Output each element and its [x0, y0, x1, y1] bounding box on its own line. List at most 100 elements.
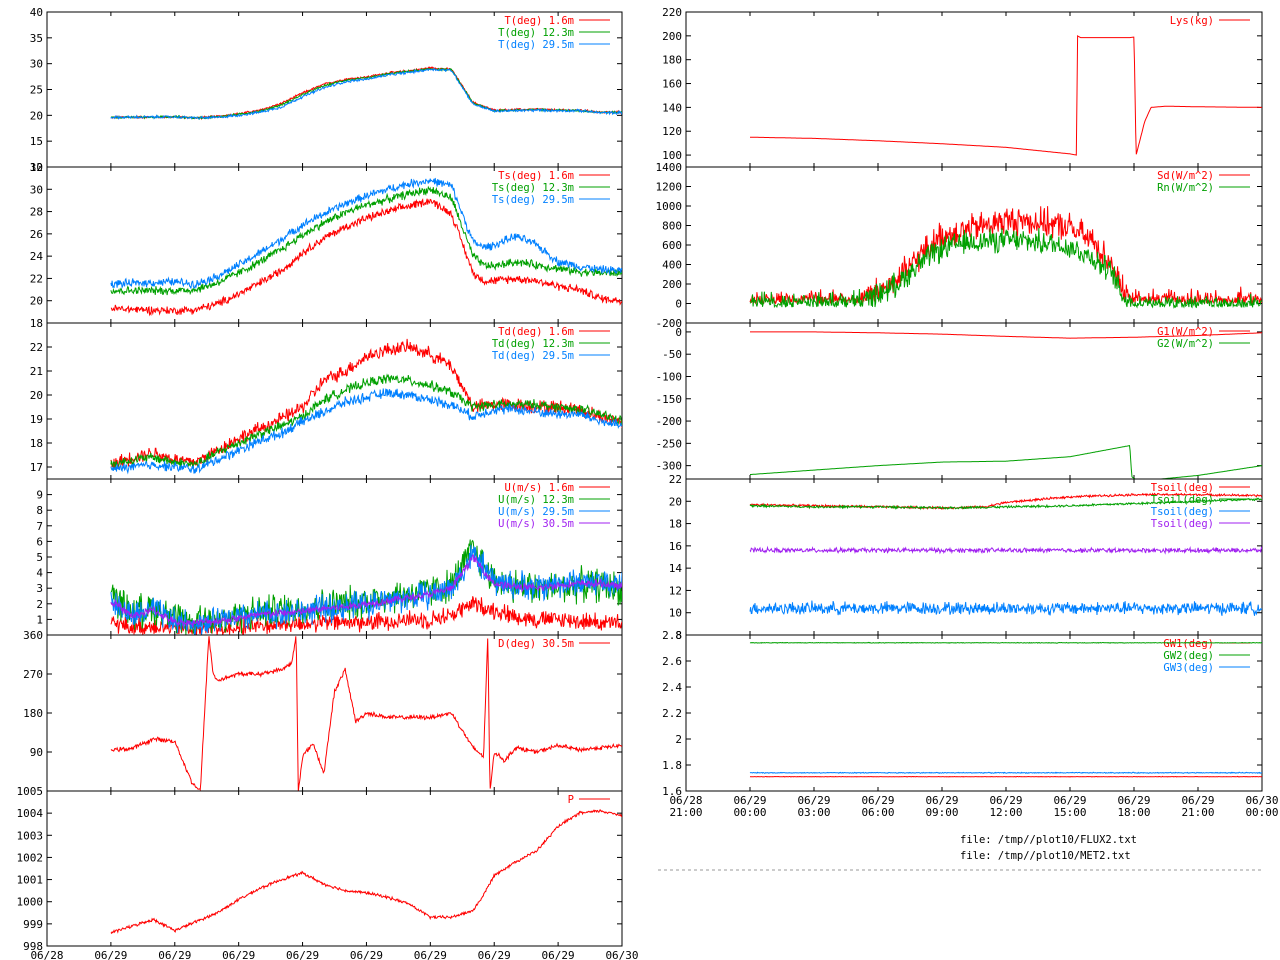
y-tick-label: 2 [36, 598, 43, 611]
legend-label: Sd(W/m^2) [1157, 170, 1214, 182]
x-tick-label-date: 06/29 [861, 794, 894, 807]
legend-label: G1(W/m^2) [1157, 326, 1214, 338]
y-tick-label: 3 [36, 582, 43, 595]
x-tick-label-time: 21:00 [669, 806, 702, 819]
y-tick-label: 270 [23, 668, 43, 681]
y-tick-label: 1002 [17, 851, 44, 864]
y-tick-label: 1005 [17, 785, 44, 798]
legend-label: Rn(W/m^2) [1157, 182, 1214, 194]
y-tick-label: 10 [30, 161, 43, 174]
series-line-Tsoil-2 [749, 600, 1262, 616]
y-tick-label: 1.6 [662, 785, 682, 798]
legend-label: Td(deg) 12.3m [492, 338, 574, 350]
y-tick-label: -200 [656, 415, 683, 428]
series-line-P-0 [110, 808, 622, 935]
y-tick-label: 998 [23, 940, 43, 953]
y-tick-label: 28 [30, 206, 43, 219]
plot-frame-P [46, 790, 623, 947]
series-line-GW-2 [749, 771, 1262, 775]
y-tick-label: -50 [662, 348, 682, 361]
y-tick-label: 1.8 [662, 759, 682, 772]
y-tick-label: 1200 [656, 181, 683, 194]
y-tick-label: -200 [656, 317, 683, 330]
legend-label: T(deg) 1.6m [504, 15, 574, 27]
x-tick-label-date: 06/29 [733, 794, 766, 807]
x-tick-label-time: 21:00 [1181, 806, 1214, 819]
legend-label: Ts(deg) 29.5m [492, 194, 574, 206]
legend-label: Ts(deg) 12.3m [492, 182, 574, 194]
panel-P: 10051004100310021001100099999806/2821:00… [17, 785, 639, 960]
legend-label: GW2(deg) [1163, 650, 1214, 662]
y-tick-label: -100 [656, 370, 683, 383]
x-tick-label-date: 06/29 [350, 949, 383, 960]
legend-label: U(m/s) 30.5m [498, 518, 574, 530]
x-tick-label-date: 06/29 [222, 949, 255, 960]
legend-label: U(m/s) 12.3m [498, 494, 574, 506]
y-tick-label: 18 [30, 437, 43, 450]
x-tick-label-date: 06/29 [989, 794, 1022, 807]
legend-label: GW3(deg) [1163, 662, 1214, 674]
y-tick-label: 10 [669, 607, 682, 620]
legend-label: Td(deg) 29.5m [492, 350, 574, 362]
y-tick-label: 2 [675, 733, 682, 746]
y-tick-label: 22 [669, 473, 682, 486]
y-tick-label: 5 [36, 551, 43, 564]
series-line-U-0 [110, 596, 622, 635]
y-tick-label: 0 [675, 298, 682, 311]
x-tick-label-date: 06/29 [925, 794, 958, 807]
y-tick-label: 200 [662, 30, 682, 43]
legend-label: P [568, 794, 574, 806]
y-tick-label: 20 [30, 295, 43, 308]
panel-Sd: 1400 1200 1000 800 600 400 200 0 -200 Sd(W/m^2)Rn… [656, 161, 1263, 330]
x-tick-label-time: 00:00 [1245, 806, 1278, 819]
y-tick-label: 15 [30, 135, 43, 148]
y-tick-label: 400 [662, 259, 682, 272]
y-tick-label: 40 [30, 6, 43, 19]
series-line-GW-1 [749, 641, 1262, 644]
y-tick-label: 200 [662, 278, 682, 291]
y-tick-label: 1 [36, 613, 43, 626]
legend-label: GW1(deg) [1163, 638, 1214, 650]
panel-T: 40 35 30 25 20 15 10 T(deg) 1.6mT(deg) 12.3mT(d… [30, 6, 623, 174]
legend-label: Tsoil(deg) [1151, 482, 1214, 494]
series-line-Tsoil-1 [749, 497, 1262, 511]
x-tick-label-date: 06/28 [30, 949, 63, 960]
y-tick-label: 2.6 [662, 655, 682, 668]
y-tick-label: 2.2 [662, 707, 682, 720]
legend-label: Ts(deg) 1.6m [498, 170, 574, 182]
y-tick-label: 600 [662, 239, 682, 252]
y-tick-label: 1000 [656, 200, 683, 213]
series-line-Ts-2 [110, 177, 622, 290]
x-tick-label-date: 06/30 [605, 949, 638, 960]
y-tick-label: 20 [30, 389, 43, 402]
y-tick-label: 8 [675, 629, 682, 642]
series-line-Ts-1 [110, 185, 622, 296]
y-tick-label: 7 [36, 520, 43, 533]
y-tick-label: 25 [30, 84, 43, 97]
y-tick-label: 17 [30, 461, 43, 474]
y-tick-label: 1001 [17, 874, 44, 887]
y-tick-label: 160 [662, 78, 682, 91]
legend-label: Tsoil(deg) [1151, 494, 1214, 506]
footer-file2: file: /tmp//plot10/MET2.txt [960, 850, 1131, 862]
x-tick-label-date: 06/29 [1053, 794, 1086, 807]
y-tick-label: 22 [30, 341, 43, 354]
panel-GW: 2.82.62.42.221.81.606/2821:0006/2900:000… [662, 629, 1278, 819]
x-tick-label-time: 18:00 [1117, 806, 1150, 819]
series-line-D-0 [110, 636, 622, 791]
x-tick-label-time: 15:00 [1053, 806, 1086, 819]
y-tick-label: 220 [662, 6, 682, 19]
y-tick-label: 1003 [17, 829, 44, 842]
x-tick-label-date: 06/29 [414, 949, 447, 960]
y-tick-label: 20 [669, 495, 682, 508]
y-tick-label: 2.4 [662, 681, 682, 694]
y-tick-label: 800 [662, 220, 682, 233]
series-line-GW-0 [749, 775, 1262, 778]
x-tick-label-time: 03:00 [797, 806, 830, 819]
y-tick-label: 180 [662, 54, 682, 67]
legend-label: Lys(kg) [1170, 15, 1214, 27]
panel-Tsoil: 222018161412108Tsoil(deg)Tsoil(deg)Tsoil… [669, 473, 1263, 642]
y-tick-label: 26 [30, 228, 43, 241]
